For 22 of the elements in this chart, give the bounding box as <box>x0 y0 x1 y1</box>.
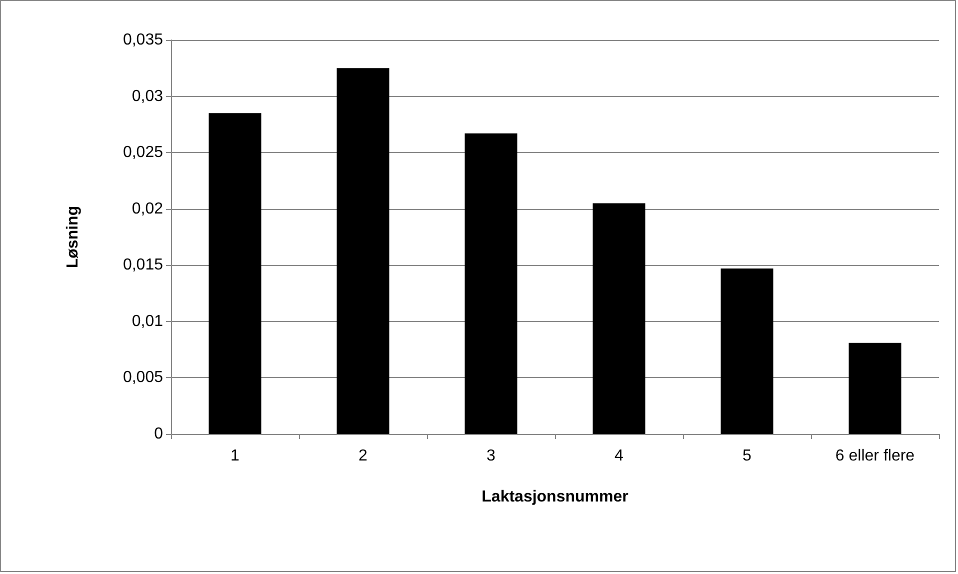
x-tick-label: 1 <box>230 448 240 464</box>
y-tick-label: 0,02 <box>132 200 164 218</box>
bar <box>464 133 518 434</box>
x-tick-label: 2 <box>358 448 368 464</box>
x-tick-label: 6 eller flere <box>835 448 915 464</box>
bar <box>208 113 262 434</box>
x-tick-label: 5 <box>742 448 752 464</box>
bar <box>848 342 902 434</box>
x-tick-label: 4 <box>614 448 624 464</box>
x-tick-label: 3 <box>486 448 496 464</box>
x-axis-title: Laktasjonsnummer <box>482 488 628 506</box>
y-tick-label: 0,01 <box>132 312 164 330</box>
y-tick-label: 0 <box>154 426 164 442</box>
y-tick-label: 0,015 <box>122 256 164 274</box>
y-tick-label: 0,025 <box>122 144 164 162</box>
y-tick-label: 0,005 <box>122 369 164 386</box>
bar <box>720 268 774 434</box>
bar <box>592 203 646 434</box>
y-tick-label: 0,035 <box>122 32 164 48</box>
y-axis-title: Løsning <box>64 206 82 268</box>
bar <box>336 68 390 434</box>
y-tick-label: 0,03 <box>132 88 164 105</box>
